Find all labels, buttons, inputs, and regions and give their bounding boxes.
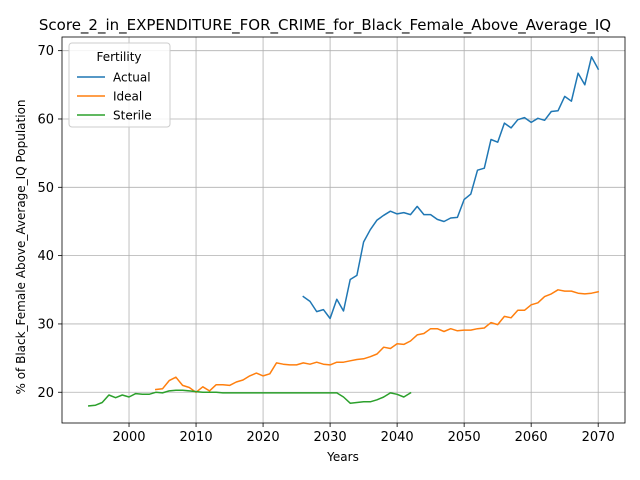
x-tick-label: 2030 (314, 430, 347, 445)
x-tick-label: 2020 (247, 430, 280, 445)
chart-title: Score_2_in_EXPENDITURE_FOR_CRIME_for_Bla… (39, 16, 611, 35)
y-tick-label: 20 (37, 386, 54, 401)
x-axis: 2000 2010 2020 2030 2040 2050 2060 2070 (112, 423, 615, 445)
x-axis-label: Years (326, 450, 359, 464)
plot-area-frame (61, 36, 626, 424)
x-tick-label: 2040 (381, 430, 414, 445)
y-tick-label: 40 (37, 249, 54, 264)
legend-label-sterile: Sterile (113, 109, 152, 123)
y-axis: 20 30 40 50 60 70 (37, 44, 62, 401)
legend: Fertility Actual Ideal Sterile (68, 42, 171, 128)
y-tick-label: 50 (37, 181, 54, 196)
legend-box (68, 42, 171, 128)
series-line-actual (302, 56, 600, 320)
series-line-sterile (87, 389, 412, 407)
x-tick-label: 2070 (582, 430, 615, 445)
series-lines (87, 56, 600, 407)
x-tick-label: 2000 (112, 430, 145, 445)
x-tick-label: 2060 (515, 430, 548, 445)
y-tick-label: 30 (37, 317, 54, 332)
y-axis-label: % of Black_Female Above_Average_IQ Popul… (14, 99, 28, 394)
legend-entries: Actual Ideal Sterile (77, 71, 152, 123)
legend-title: Fertility (96, 50, 141, 64)
legend-label-actual: Actual (113, 71, 151, 85)
legend-label-ideal: Ideal (113, 90, 142, 104)
x-tick-label: 2010 (180, 430, 213, 445)
y-tick-label: 70 (37, 44, 54, 59)
y-tick-label: 60 (37, 112, 54, 127)
series-line-ideal (154, 289, 600, 394)
x-tick-label: 2050 (448, 430, 481, 445)
